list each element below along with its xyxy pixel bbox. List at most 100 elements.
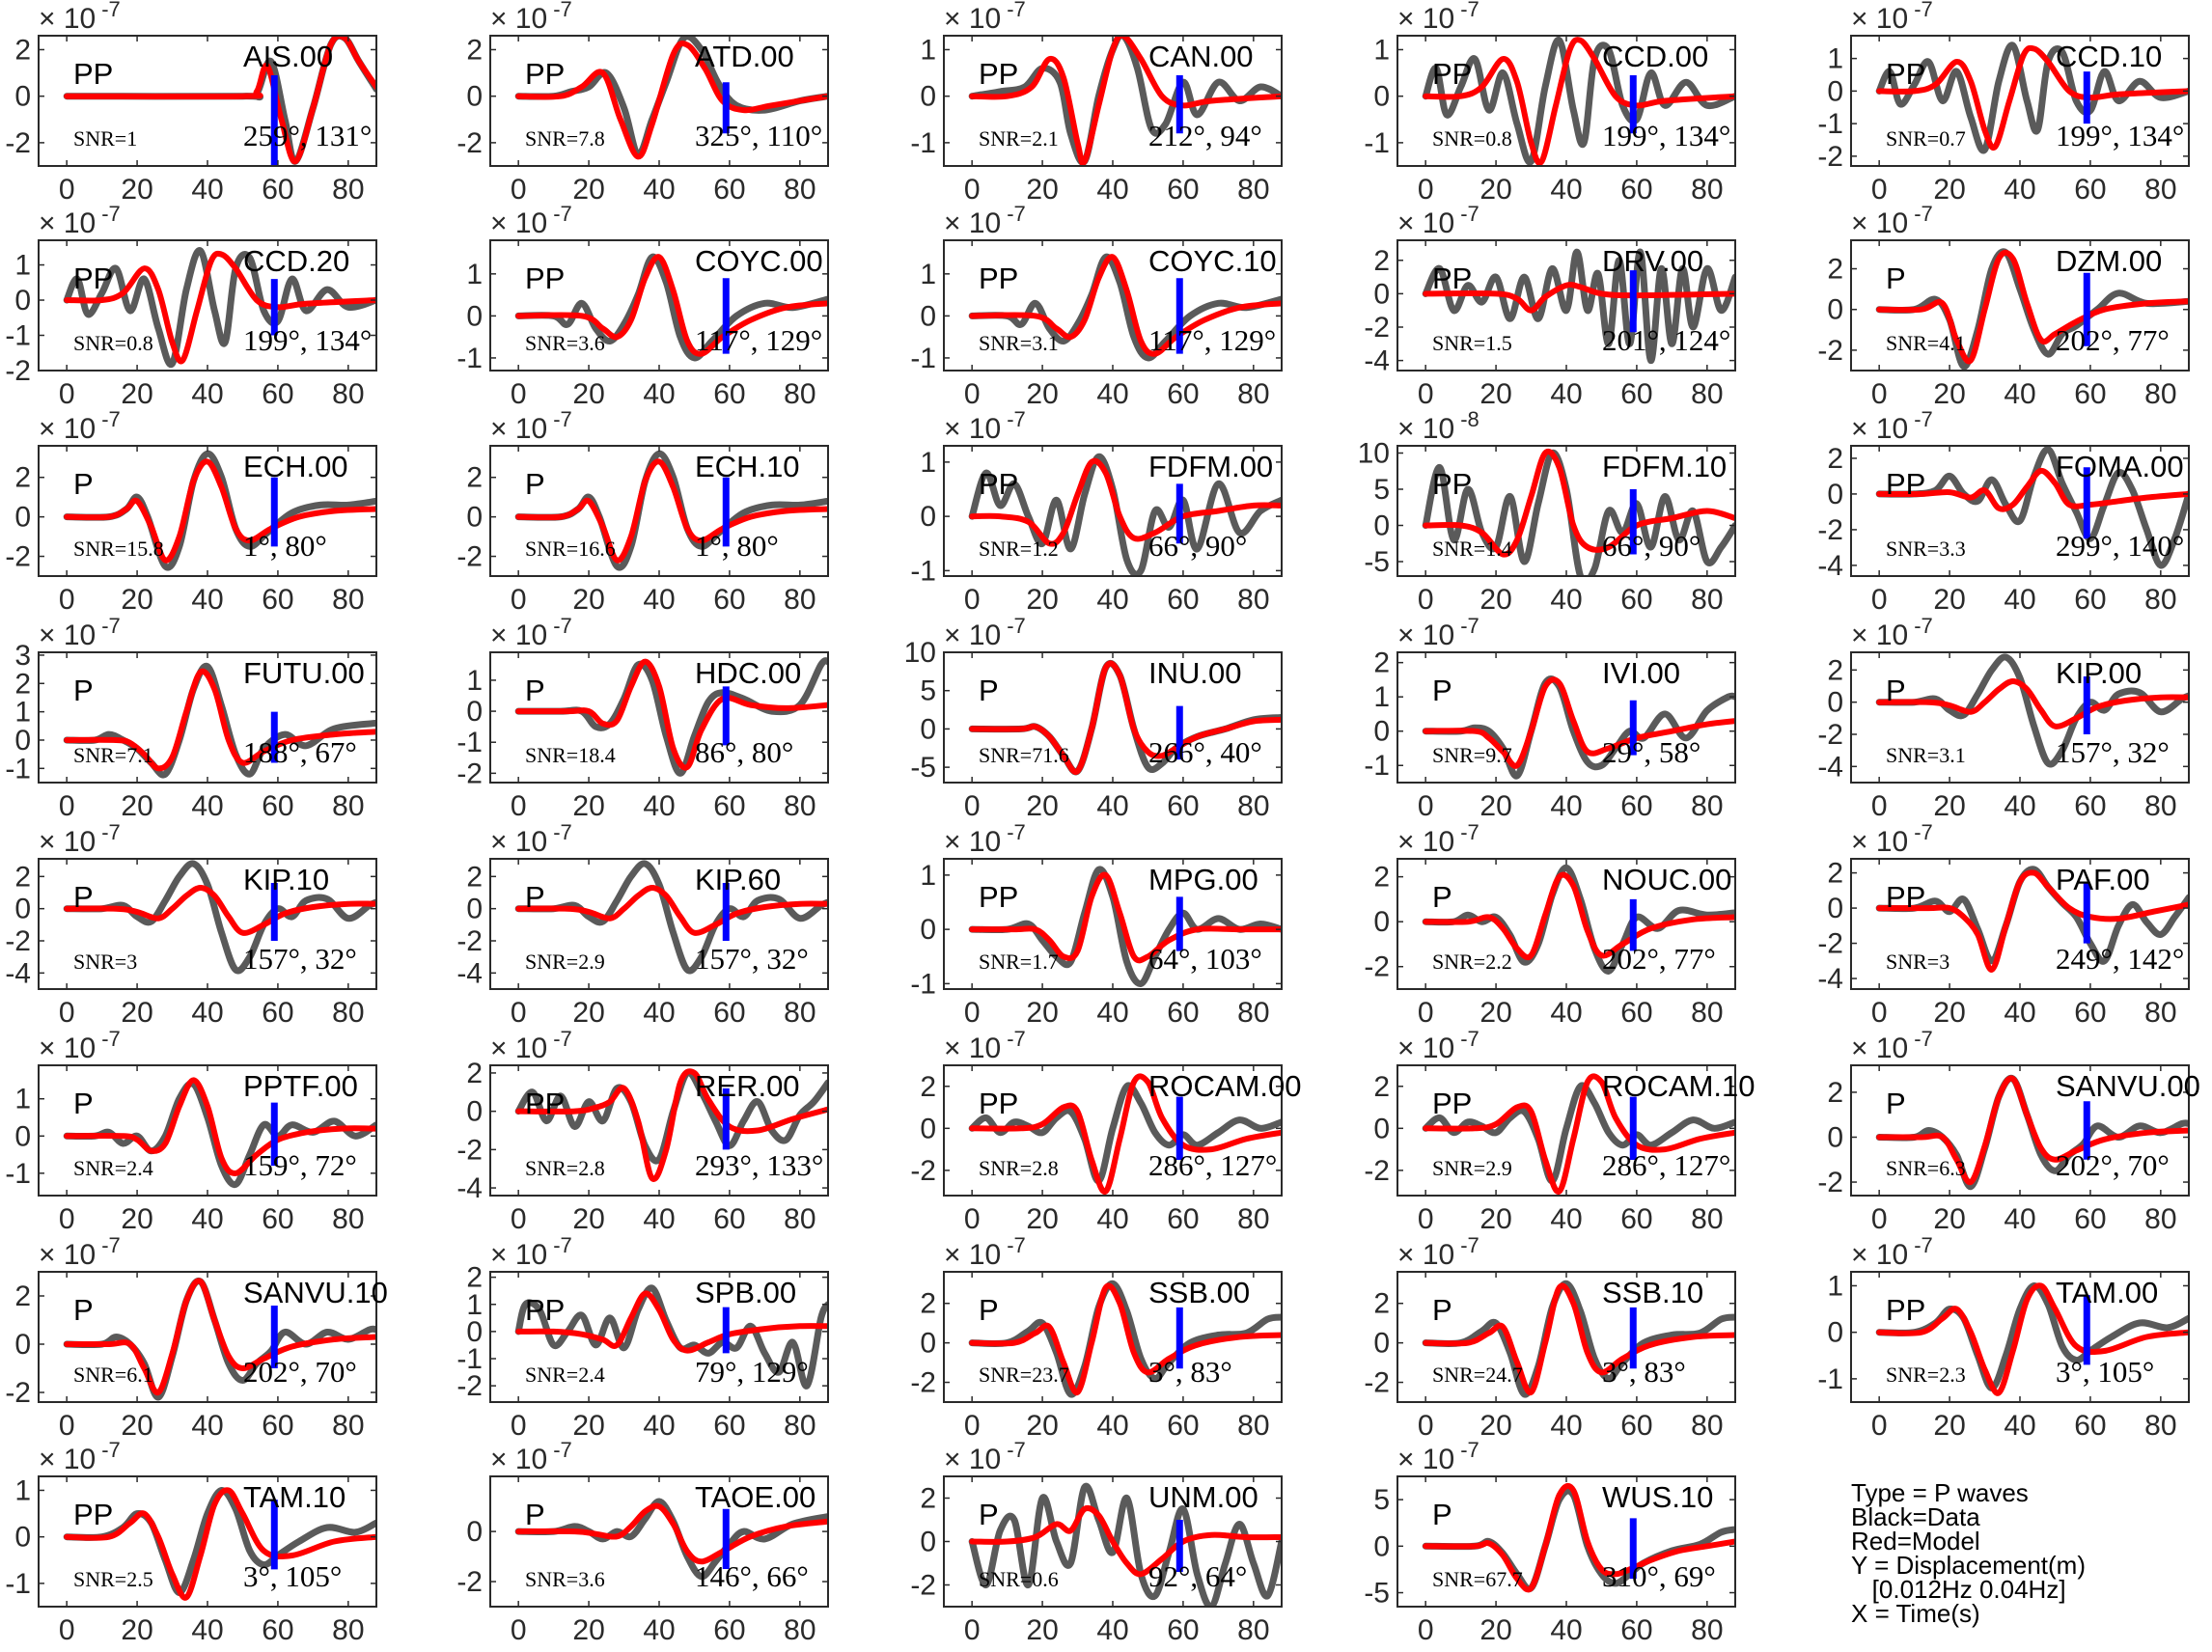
panel-fdfm-10-model-trace xyxy=(1423,448,1735,558)
panel-wus-10-xtick-label: 20 xyxy=(1479,1614,1511,1646)
panel-can-00-ytick-label: 0 xyxy=(920,81,936,113)
panel-rocam-10: × 10 -7 0 20 40 60 80 -2 0 2 PP ROCAM.10 SNR=2.9 286°… xyxy=(1364,1027,1755,1235)
panel-fdfm-00-exponent-value: -7 xyxy=(1007,407,1026,431)
panel-spb-00-snr-label: SNR=2.4 xyxy=(525,1363,605,1387)
panel-inu-00-traces xyxy=(968,660,1282,776)
panel-hdc-00-ytick-label: 0 xyxy=(466,696,483,728)
panel-ais-00-xtick-label: 20 xyxy=(121,174,152,206)
panel-tam-00-xtick-label: 20 xyxy=(1933,1410,1965,1442)
panel-ivi-00-ytick-label: 1 xyxy=(1373,681,1390,713)
panel-wus-10-ytick-label: -5 xyxy=(1364,1578,1390,1610)
panel-atd-00-traces xyxy=(514,36,828,160)
panel-ssb-10-xtick-label: 40 xyxy=(1550,1410,1582,1442)
panel-ccd-00-xtick-label: 60 xyxy=(1620,174,1652,206)
panel-ssb-00-ytick-label: 2 xyxy=(920,1288,936,1320)
panel-ccd-10-snr-label: SNR=0.7 xyxy=(1886,126,1966,151)
panel-kip-60-ytick-label: -2 xyxy=(456,925,483,957)
panel-ech-10-xtick-label: 40 xyxy=(643,584,675,616)
panel-ivi-00-xtick-label: 20 xyxy=(1479,790,1511,822)
panel-coyc-00: × 10 -7 0 20 40 60 80 -1 0 1 PP COYC.00 SNR=3.6 117°,… xyxy=(456,202,829,410)
panel-atd-00-exponent-label: × 10 -7 xyxy=(490,0,572,35)
panel-nouc-00-ytick-label: 0 xyxy=(1373,906,1390,938)
panel-paf-00-snr-label: SNR=3 xyxy=(1886,950,1949,974)
legend-line-xaxis: X = Time(s) xyxy=(1851,1599,1980,1628)
panel-kip-00-phase-label: P xyxy=(1886,674,1906,707)
panel-unm-00-xtick-label: 0 xyxy=(964,1614,981,1646)
panel-ccd-00: × 10 -7 0 20 40 60 80 -1 0 1 PP CCD.00 SNR=0.8 199°, … xyxy=(1364,0,1736,206)
panel-kip-10-ytick-label: 0 xyxy=(14,894,31,925)
panel-pptf-00-exponent-value: -7 xyxy=(101,1027,121,1051)
panel-pptf-00-ytick-label: 1 xyxy=(14,1084,31,1115)
panel-dzm-00-xtick-label: 80 xyxy=(2144,378,2176,410)
panel-wus-10-azimuth-label: 310°, 69° xyxy=(1602,1559,1716,1593)
panel-fdfm-10-xtick-label: 20 xyxy=(1479,584,1511,616)
panel-fdfm-10-exponent-label: × 10 -8 xyxy=(1397,407,1479,445)
panel-ech-10-xtick-label: 0 xyxy=(511,584,527,616)
panel-rocam-00-phase-label: PP xyxy=(979,1087,1018,1120)
panel-can-00-azimuth-label: 212°, 94° xyxy=(1148,119,1262,152)
panel-tam-10-phase-label: PP xyxy=(73,1498,113,1531)
panel-ccd-00-data-trace xyxy=(1422,37,1735,166)
panel-kip-60-model-trace xyxy=(515,885,828,936)
panel-taoe-00-azimuth-label: 146°, 66° xyxy=(695,1559,809,1593)
panel-pptf-00-station-label: PPTF.00 xyxy=(243,1069,358,1103)
panel-can-00-exponent-label: × 10 -7 xyxy=(944,0,1026,35)
panel-taoe-00-xtick-label: 80 xyxy=(784,1614,816,1646)
panel-dzm-00-snr-label: SNR=4.1 xyxy=(1886,331,1966,355)
panel-ssb-00-model-trace xyxy=(969,1282,1282,1395)
panel-ech-10-snr-label: SNR=16.6 xyxy=(525,537,616,561)
panel-spb-00-exponent-label: × 10 -7 xyxy=(490,1233,572,1271)
panel-fdfm-10-xtick-label: 80 xyxy=(1691,584,1723,616)
panel-mpg-00-station-label: MPG.00 xyxy=(1148,863,1258,896)
panel-spb-00-ytick-label: -1 xyxy=(456,1343,483,1375)
panel-rocam-10-xtick-label: 0 xyxy=(1418,1203,1434,1235)
panel-ivi-00-xtick-label: 80 xyxy=(1691,790,1723,822)
panel-hdc-00-xtick-label: 80 xyxy=(784,790,816,822)
panel-rer-00-xtick-label: 60 xyxy=(713,1203,745,1235)
panel-ais-00-xtick-label: 80 xyxy=(332,174,364,206)
panel-pptf-00-xtick-label: 40 xyxy=(191,1203,223,1235)
panel-drv-00-xtick-label: 0 xyxy=(1418,378,1434,410)
panel-ssb-10-ytick-label: 2 xyxy=(1373,1288,1390,1320)
panel-spb-00-exponent-value: -7 xyxy=(553,1233,572,1257)
panel-tam-10: × 10 -7 0 20 40 60 80 -1 0 1 PP TAM.10 SNR=2.5 3°, 10… xyxy=(5,1438,377,1646)
panel-foma-00-xtick-label: 40 xyxy=(2004,584,2035,616)
panel-rocam-10-xtick-label: 40 xyxy=(1550,1203,1582,1235)
panel-ccd-00-ytick-label: -1 xyxy=(1364,127,1390,159)
panel-rocam-00-xtick-label: 0 xyxy=(964,1203,981,1235)
panel-ais-00-xtick-label: 40 xyxy=(191,174,223,206)
panel-sanvu-10-ytick-label: 2 xyxy=(14,1280,31,1312)
panel-nouc-00-xtick-label: 0 xyxy=(1418,997,1434,1029)
panel-can-00-xtick-label: 40 xyxy=(1096,174,1128,206)
panel-sanvu-10-snr-label: SNR=6.1 xyxy=(73,1363,153,1387)
panel-fdfm-10: × 10 -8 0 20 40 60 80 -5 0 5 10 PP FDFM.10 SNR=1.4 66°… xyxy=(1358,407,1736,616)
panel-ivi-00-snr-label: SNR=9.7 xyxy=(1432,743,1512,767)
panel-coyc-00-ytick-label: -1 xyxy=(456,343,483,374)
panel-sanvu-10-exponent-label: × 10 -7 xyxy=(39,1233,121,1271)
panel-tam-00-azimuth-label: 3°, 105° xyxy=(2056,1355,2154,1389)
panel-nouc-00-phase-label: P xyxy=(1432,880,1452,914)
panel-sanvu-10-xtick-label: 60 xyxy=(262,1410,293,1442)
panel-tam-00-xtick-label: 80 xyxy=(2144,1410,2176,1442)
panel-sanvu-00: × 10 -7 0 20 40 60 80 -2 0 2 P SANVU.00 SNR=6.3 202°,… xyxy=(1817,1027,2200,1235)
panel-can-00-ytick-label: 1 xyxy=(920,34,936,66)
panel-drv-00-xtick-label: 40 xyxy=(1550,378,1582,410)
panel-ech-10-station-label: ECH.10 xyxy=(695,450,800,483)
panel-fdfm-00-xtick-label: 0 xyxy=(964,584,981,616)
panel-mpg-00-xtick-label: 20 xyxy=(1026,997,1058,1029)
panel-can-00-xtick-label: 80 xyxy=(1237,174,1269,206)
panel-ccd-20-azimuth-label: 199°, 134° xyxy=(243,323,372,357)
panel-ccd-20-snr-label: SNR=0.8 xyxy=(73,331,153,355)
panel-taoe-00-xtick-label: 40 xyxy=(643,1614,675,1646)
panel-rocam-10-model-trace xyxy=(1423,1073,1735,1195)
panel-nouc-00-exponent-value: -7 xyxy=(1460,820,1479,844)
panel-coyc-00-xtick-label: 0 xyxy=(511,378,527,410)
panel-inu-00-model-trace xyxy=(969,660,1282,775)
panel-dzm-00-xtick-label: 20 xyxy=(1933,378,1965,410)
panel-ssb-00-traces xyxy=(968,1280,1282,1398)
panel-ssb-10-exponent-label: × 10 -7 xyxy=(1397,1233,1479,1271)
panel-unm-00-ytick-label: 0 xyxy=(920,1527,936,1558)
panel-mpg-00-xtick-label: 60 xyxy=(1167,997,1199,1029)
panel-sanvu-10-xtick-label: 80 xyxy=(332,1410,364,1442)
